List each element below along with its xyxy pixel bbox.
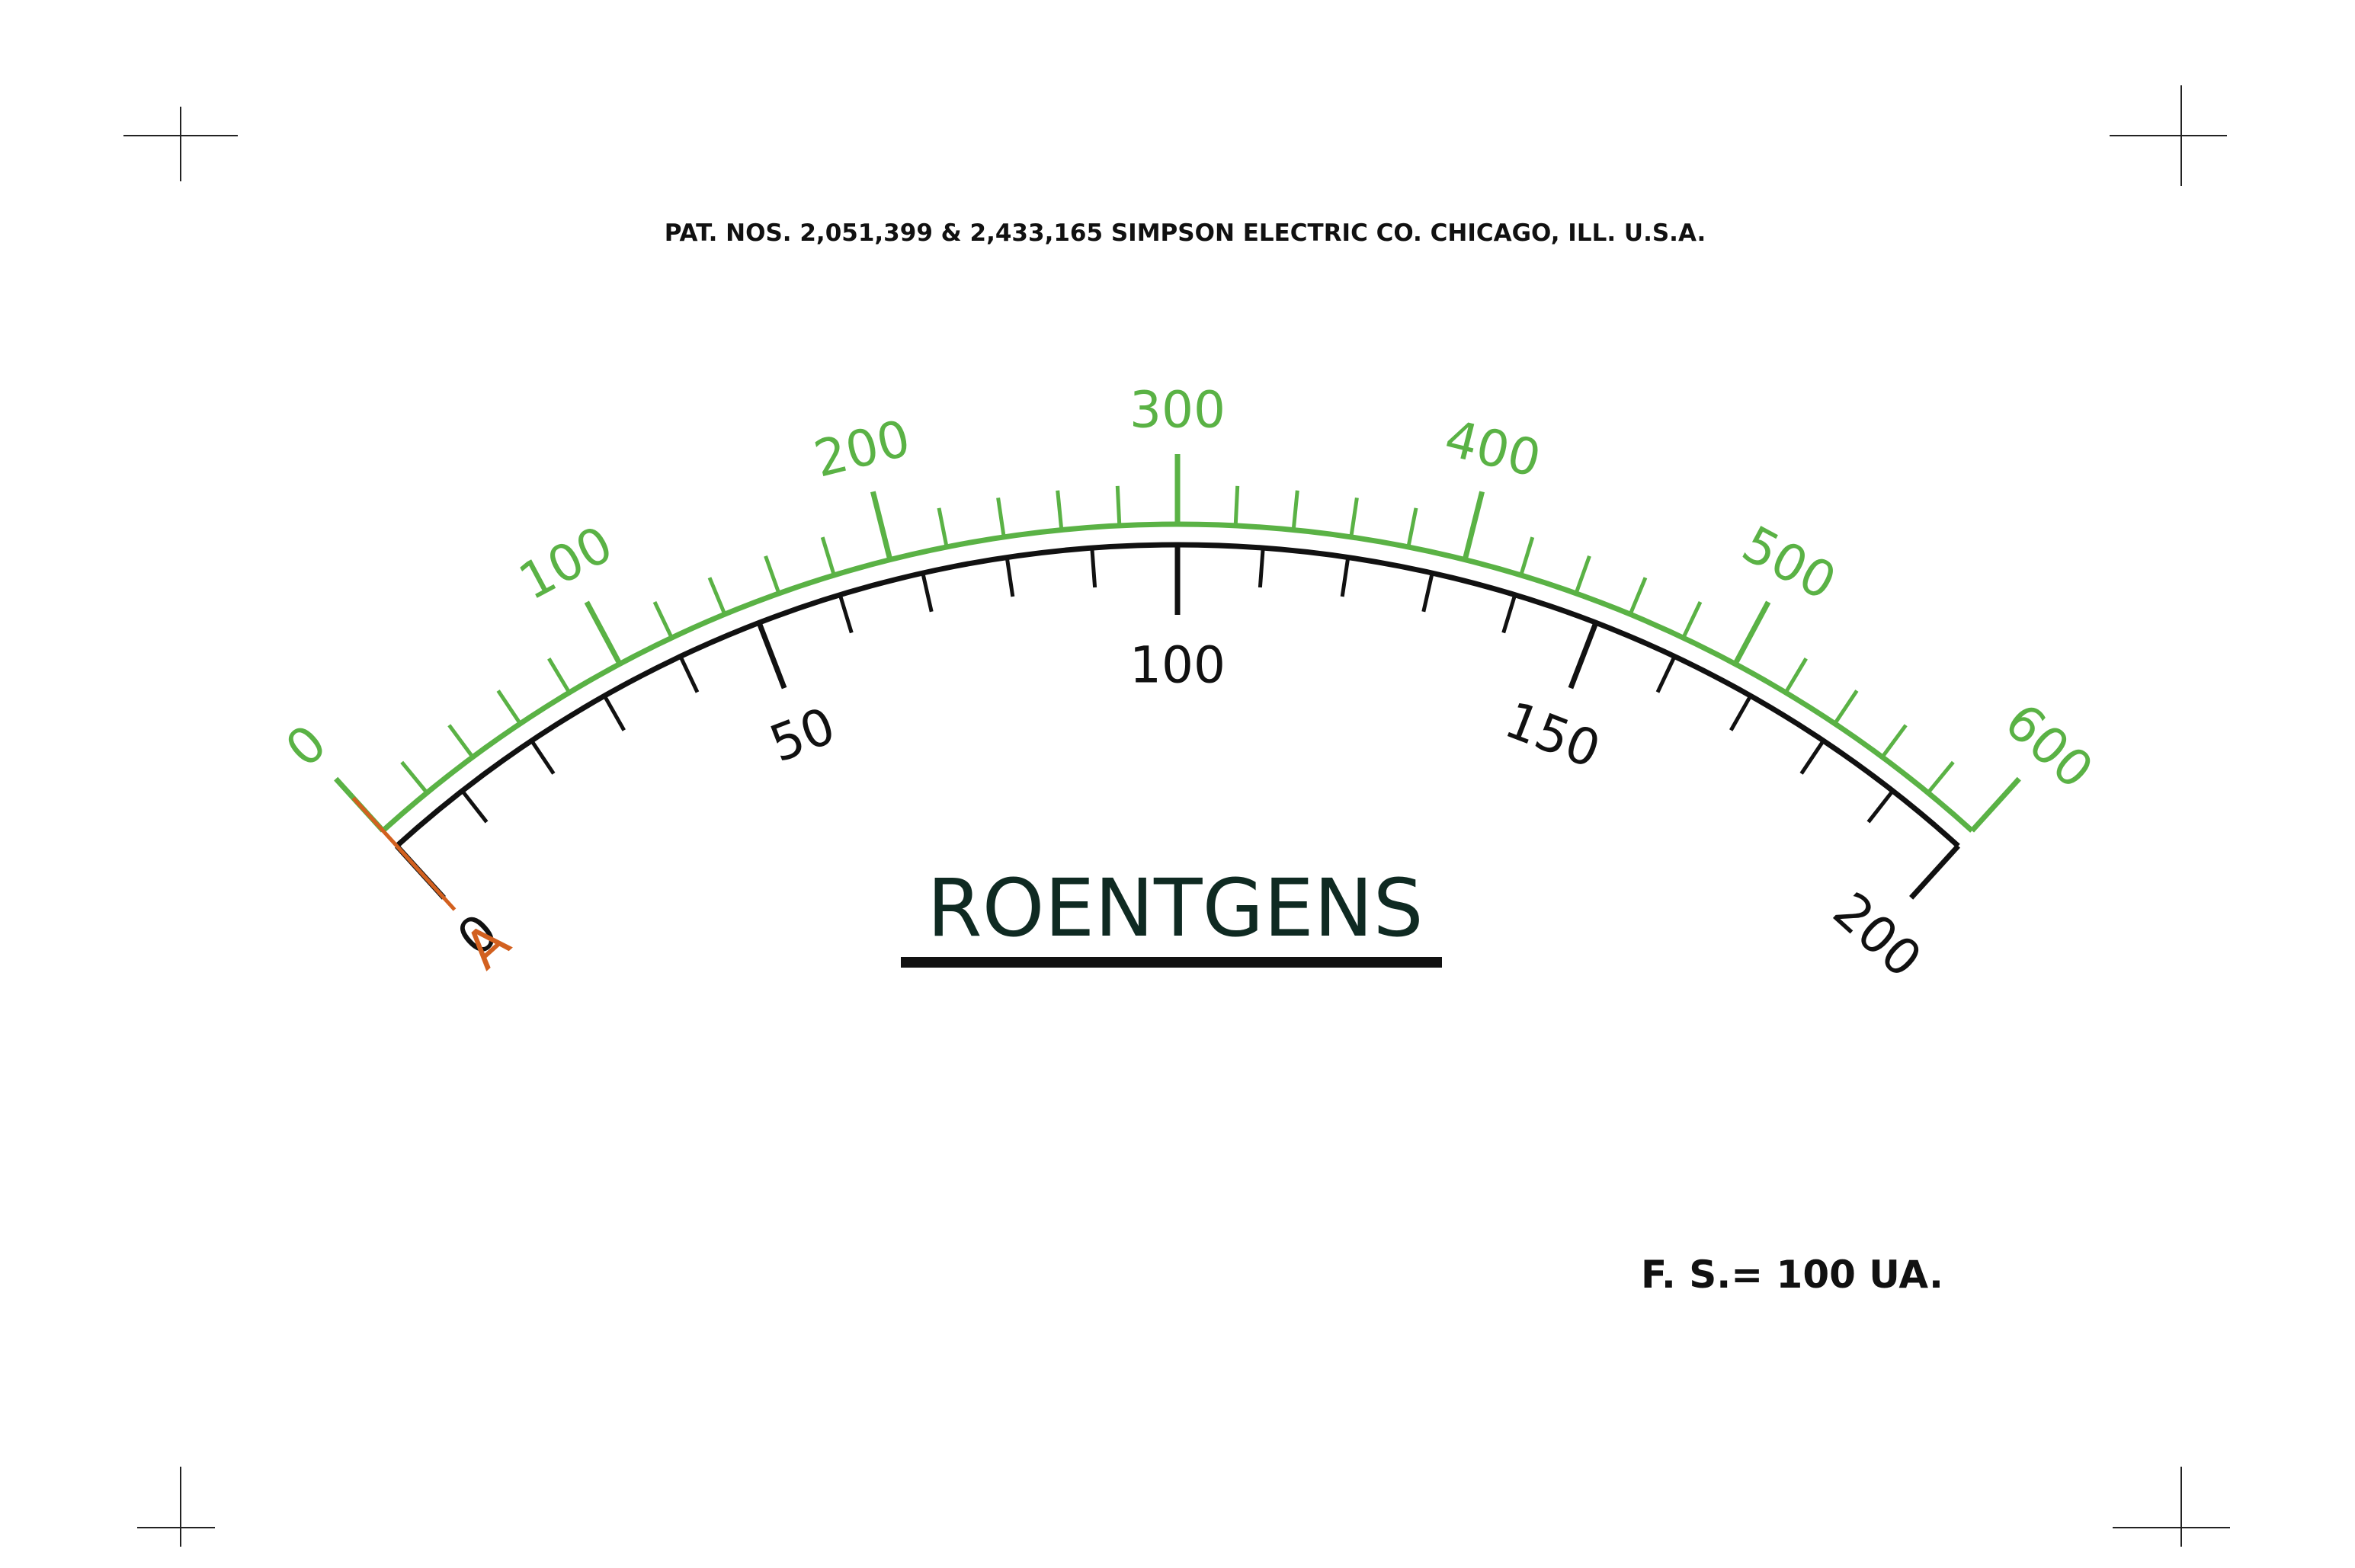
outer-scale-minor-tick <box>1628 577 1648 616</box>
outer-scale-minor-tick <box>1233 485 1240 526</box>
outer-scale-minor-tick <box>1574 555 1591 594</box>
outer-scale-major-tick <box>1732 600 1771 666</box>
outer-scale-minor-tick <box>1519 536 1535 576</box>
outer-scale-minor-tick <box>764 555 781 594</box>
inner-scale-ticks <box>395 545 1960 900</box>
crop-marks <box>123 85 2230 1547</box>
outer-scale-minor-tick <box>937 507 949 548</box>
inner-scale-minor-tick <box>1004 557 1015 597</box>
outer-scale-labels: 0 100 200 300 400 500 600 <box>274 381 2104 801</box>
zero-mark-line <box>351 796 457 911</box>
outer-scale-minor-tick <box>400 760 429 795</box>
full-scale-text: F. S.= 100 UA. <box>1641 1253 1943 1297</box>
inner-scale-minor-tick <box>678 655 700 693</box>
outer-scale-major-tick <box>1462 491 1485 561</box>
inner-scale-minor-tick <box>1866 789 1895 824</box>
outer-scale-label: 0 <box>274 714 338 779</box>
outer-scale-minor-tick <box>1926 760 1955 795</box>
outer-scale-minor-tick <box>447 724 475 759</box>
inner-scale-minor-tick <box>1258 547 1265 588</box>
outer-scale-major-tick <box>1969 776 2021 833</box>
outer-scale-minor-tick <box>1115 485 1122 526</box>
outer-scale-label: 300 <box>1129 381 1226 440</box>
inner-scale-label: 150 <box>1497 690 1607 779</box>
inner-scale-minor-tick <box>921 572 934 613</box>
crop-mark-bottom-right <box>2113 1467 2230 1547</box>
inner-scale-minor-tick <box>1729 694 1753 731</box>
outer-scale-minor-tick <box>1349 498 1359 538</box>
outer-scale-label: 600 <box>1994 692 2104 800</box>
outer-scale-label: 500 <box>1733 514 1845 611</box>
outer-scale-major-tick <box>870 491 893 561</box>
zero-mark: A <box>351 796 522 981</box>
inner-scale-label: 200 <box>1822 881 1933 989</box>
outer-scale-label: 400 <box>1439 408 1546 488</box>
outer-scale-minor-tick <box>1681 601 1703 639</box>
outer-scale-minor-tick <box>1056 490 1064 530</box>
inner-scale-minor-tick <box>1421 572 1434 613</box>
patent-text: PAT. NOS. 2,051,399 & 2,433,165 SIMPSON … <box>665 219 1706 247</box>
unit-label-underline <box>901 957 1442 968</box>
unit-label: ROENTGENS <box>927 862 1423 955</box>
outer-scale-minor-tick <box>1291 490 1299 530</box>
outer-scale-minor-tick <box>820 536 836 576</box>
outer-scale-minor-tick <box>1833 690 1859 725</box>
outer-scale-label: 100 <box>510 514 622 611</box>
inner-scale-label: 50 <box>762 696 843 774</box>
inner-scale-major-tick <box>1909 843 1960 900</box>
outer-scale-minor-tick <box>996 498 1006 538</box>
outer-scale-major-tick <box>584 600 623 666</box>
inner-scale-minor-tick <box>530 739 556 775</box>
outer-scale-minor-tick <box>1406 507 1418 548</box>
inner-scale-minor-tick <box>1655 655 1677 693</box>
outer-scale-minor-tick <box>652 601 674 639</box>
crop-mark-top-right <box>2110 85 2227 186</box>
crop-mark-top-left <box>123 107 238 181</box>
outer-scale-minor-tick <box>547 658 572 694</box>
outer-scale-minor-tick <box>707 577 727 616</box>
inner-scale-minor-tick <box>460 789 489 824</box>
inner-scale-minor-tick <box>1090 547 1097 588</box>
outer-scale-minor-tick <box>496 690 522 725</box>
inner-scale-minor-tick <box>838 594 854 634</box>
inner-scale-minor-tick <box>602 694 626 731</box>
inner-scale-major-tick <box>756 621 787 690</box>
inner-scale-label: 100 <box>1129 636 1226 695</box>
outer-scale-label: 200 <box>809 408 916 488</box>
inner-scale-minor-tick <box>1501 594 1517 634</box>
inner-scale-minor-tick <box>1799 739 1825 775</box>
outer-scale-arc <box>381 521 1974 833</box>
outer-scale-ticks <box>334 454 2021 833</box>
outer-scale-minor-tick <box>1783 658 1808 694</box>
inner-scale-major-tick <box>1568 621 1599 690</box>
outer-scale-minor-tick <box>1880 724 1908 759</box>
inner-scale-minor-tick <box>1340 557 1351 597</box>
crop-mark-bottom-left <box>137 1467 215 1547</box>
